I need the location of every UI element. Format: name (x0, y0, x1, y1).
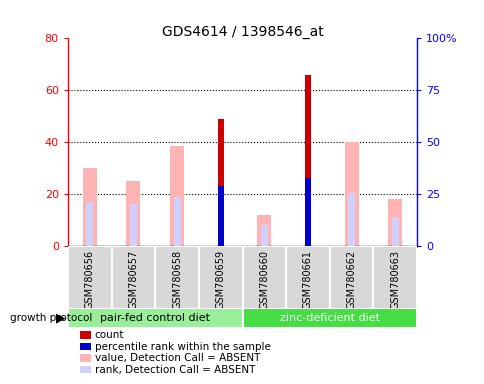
Bar (260, 225, 267, 246)
Text: GSM780661: GSM780661 (302, 250, 312, 309)
Bar (257, 215, 271, 246)
Bar (286, 246, 329, 309)
Bar (388, 199, 401, 246)
Bar (170, 146, 183, 246)
Bar (173, 197, 180, 246)
Bar (130, 204, 136, 246)
Text: growth protocol: growth protocol (10, 313, 92, 323)
Bar (198, 246, 242, 309)
Bar (83, 168, 96, 246)
Bar (126, 181, 140, 246)
Text: GSM780656: GSM780656 (85, 250, 94, 310)
Bar (217, 119, 223, 246)
Text: pair-fed control diet: pair-fed control diet (100, 313, 210, 323)
Text: GSM780657: GSM780657 (128, 250, 138, 310)
Bar (242, 246, 286, 309)
Bar (348, 193, 354, 246)
Bar (68, 308, 242, 328)
Text: GSM780662: GSM780662 (346, 250, 356, 310)
Bar (304, 178, 310, 246)
Text: zinc-deficient diet: zinc-deficient diet (279, 313, 379, 323)
Bar (304, 74, 310, 246)
Bar (155, 246, 198, 309)
Text: GDS4614 / 1398546_at: GDS4614 / 1398546_at (161, 25, 323, 39)
Bar (111, 246, 155, 309)
Bar (373, 246, 416, 309)
Bar (217, 186, 223, 246)
Text: ▶: ▶ (56, 311, 65, 324)
Bar (329, 246, 373, 309)
Text: value, Detection Call = ABSENT: value, Detection Call = ABSENT (94, 353, 259, 363)
Text: percentile rank within the sample: percentile rank within the sample (94, 341, 270, 352)
Bar (86, 202, 93, 246)
Bar (68, 246, 111, 309)
Text: count: count (94, 330, 124, 340)
Bar (242, 308, 416, 328)
Text: rank, Detection Call = ABSENT: rank, Detection Call = ABSENT (94, 364, 255, 375)
Text: GSM780658: GSM780658 (172, 250, 182, 310)
Text: GSM780659: GSM780659 (215, 250, 225, 310)
Bar (344, 142, 358, 246)
Text: GSM780663: GSM780663 (390, 250, 399, 309)
Bar (391, 217, 398, 246)
Text: GSM780660: GSM780660 (259, 250, 269, 309)
